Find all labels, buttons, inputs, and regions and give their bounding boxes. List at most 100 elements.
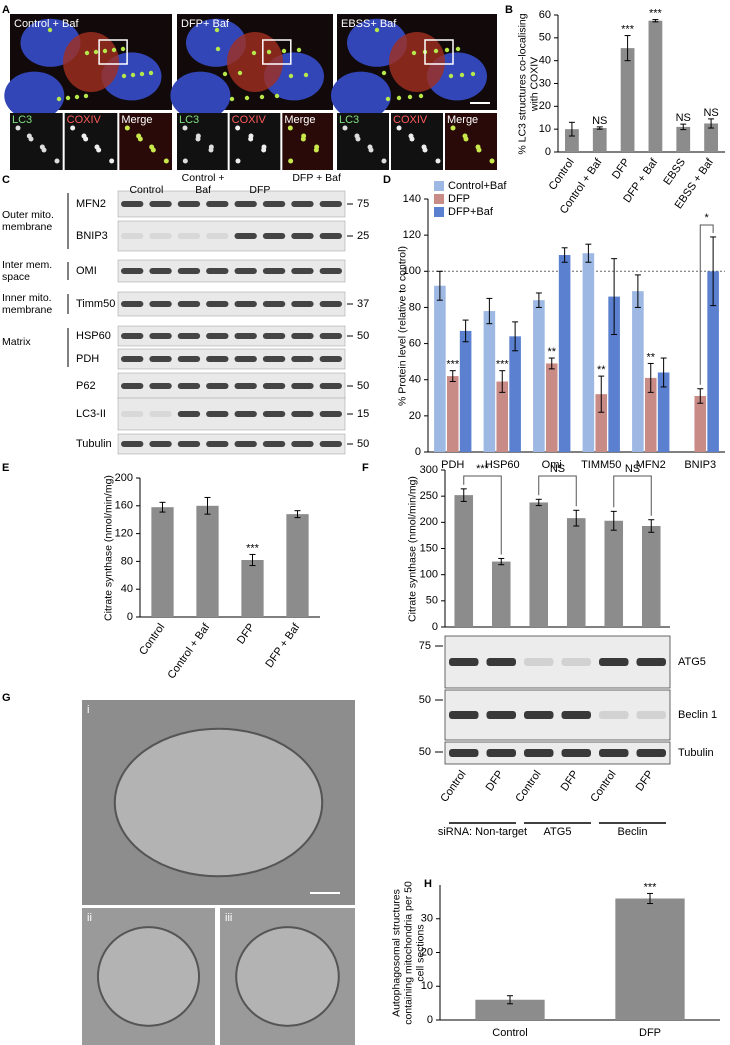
puncta xyxy=(244,95,250,101)
y-tick-label: 30 xyxy=(421,913,433,925)
puncta xyxy=(139,71,145,77)
inset-image xyxy=(337,113,389,170)
puncta xyxy=(411,50,417,56)
legend-swatch xyxy=(434,194,444,204)
bar xyxy=(529,502,549,627)
blot-band xyxy=(524,749,554,757)
bar xyxy=(446,376,459,452)
row-label: Tubulin xyxy=(76,438,112,450)
condition-label: DFP xyxy=(249,184,271,196)
bracket xyxy=(463,475,502,555)
bar xyxy=(641,525,661,627)
inset-puncta xyxy=(149,144,155,150)
cytoplasm xyxy=(63,32,119,92)
bar xyxy=(566,518,586,627)
inset-puncta xyxy=(39,144,45,150)
x-tick-label: Omi xyxy=(542,459,562,471)
puncta xyxy=(418,93,424,99)
bar xyxy=(496,381,509,452)
bar xyxy=(582,253,595,452)
row-label: Timm50 xyxy=(76,298,115,310)
marker-label: 50 xyxy=(419,746,431,758)
puncta xyxy=(251,50,257,56)
blot-band xyxy=(206,201,229,207)
x-tick-label: DFP xyxy=(634,769,656,794)
legend-label: Control+Baf xyxy=(448,180,507,192)
group-label: ATG5 xyxy=(544,826,572,838)
channel-label: LC3 xyxy=(12,114,32,126)
nucleus xyxy=(170,71,231,120)
inset-puncta xyxy=(381,158,387,164)
significance: NS xyxy=(703,107,718,119)
inset-puncta xyxy=(136,133,142,139)
inset-puncta xyxy=(235,158,241,164)
puncta xyxy=(215,46,221,52)
blot-band xyxy=(524,711,554,719)
puncta xyxy=(47,27,53,33)
marker-label: 25 xyxy=(357,230,369,242)
puncta xyxy=(222,71,228,77)
blot-band xyxy=(524,658,554,666)
puncta xyxy=(444,47,450,53)
blot-band xyxy=(291,333,314,339)
inset-puncta xyxy=(94,144,100,150)
y-tick-label: 200 xyxy=(115,472,133,484)
blot-band xyxy=(177,268,201,274)
x-tick-label: DFP + Baf xyxy=(263,621,303,670)
condition-label: Control + Baf xyxy=(181,172,225,196)
y-tick-label: 100 xyxy=(420,569,438,581)
nucleus xyxy=(331,71,391,120)
blot-strip xyxy=(444,741,671,765)
bar xyxy=(434,285,446,452)
y-tick-label: 80 xyxy=(409,301,421,313)
inset-puncta xyxy=(70,125,76,131)
puncta xyxy=(83,93,89,99)
puncta xyxy=(470,71,476,77)
blot-band xyxy=(291,356,314,362)
x-tick-label: Control + Baf xyxy=(166,621,213,681)
blot-band xyxy=(291,411,314,417)
x-tick-label: DFP xyxy=(610,157,632,182)
blot-band xyxy=(234,383,257,389)
blot-band xyxy=(636,711,666,719)
significance: NS xyxy=(676,112,691,124)
channel-label: COXIV xyxy=(393,114,428,126)
blot-band xyxy=(177,301,201,307)
inset-puncta xyxy=(367,144,373,150)
puncta xyxy=(374,27,380,33)
em-label: iii xyxy=(225,912,232,924)
puncta xyxy=(111,47,117,53)
x-tick-label: DFP xyxy=(559,769,581,794)
blot-band xyxy=(291,201,314,207)
y-axis-label: Citrate synthase (nmol/min/mg) xyxy=(406,475,418,622)
puncta xyxy=(120,46,126,52)
puncta xyxy=(433,48,439,54)
x-tick-label: DFP xyxy=(639,1027,661,1039)
y-axis-label: Autophagosomal structures containing mit… xyxy=(390,880,426,1025)
inset-puncta xyxy=(81,133,87,139)
inset-puncta xyxy=(124,125,130,131)
bar xyxy=(196,505,219,617)
blot-band xyxy=(599,749,629,757)
puncta xyxy=(459,72,465,78)
y-axis-label: % Protein level (relative to control) xyxy=(396,245,408,406)
bar xyxy=(604,520,624,627)
y-axis-label: Citrate synthase (nmol/min/mg) xyxy=(102,474,114,621)
puncta xyxy=(385,96,391,102)
inset-puncta xyxy=(354,133,360,139)
bar xyxy=(558,255,571,452)
blot-band xyxy=(206,333,229,339)
row-label: PDH xyxy=(76,353,99,365)
puncta xyxy=(259,94,265,100)
inset-image xyxy=(445,113,497,170)
inset-puncta xyxy=(182,158,188,164)
bar xyxy=(509,336,521,452)
blot-band xyxy=(262,333,286,339)
blot-band xyxy=(599,711,629,719)
image-title: DFP+ Baf xyxy=(181,18,230,30)
y-tick-label: 160 xyxy=(115,500,133,512)
blot-band xyxy=(319,301,342,307)
inset-puncta xyxy=(435,158,441,164)
